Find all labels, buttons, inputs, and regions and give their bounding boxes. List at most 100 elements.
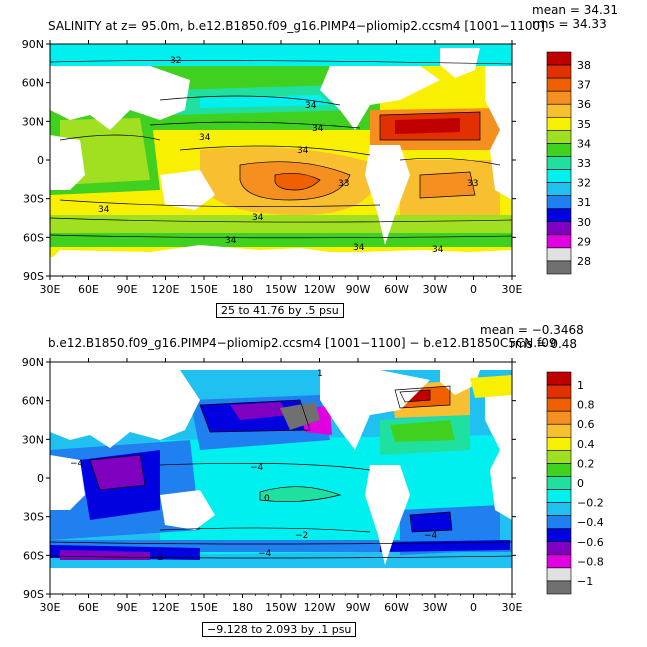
contour-label: 34 (225, 236, 237, 246)
colorbar-swatch (546, 103, 572, 118)
colorbar-label: 1 (577, 379, 584, 392)
contour-label: 34 (199, 133, 211, 143)
lon-label: 150E (190, 601, 218, 614)
colorbar-label: −1 (577, 575, 593, 588)
lon-label: 30E (502, 601, 523, 614)
panel1-range-box: 25 to 41.76 by .5 psu (216, 303, 344, 318)
colorbar-swatch (546, 208, 572, 223)
panel1-colorbar: 38 37 36 35 34 33 32 31 30 29 28 (546, 51, 591, 275)
lat-label: 30N (22, 115, 44, 128)
colorbar-label: 0.6 (577, 418, 595, 431)
lat-label: 30S (23, 193, 44, 206)
colorbar-label: 36 (577, 98, 591, 111)
lon-label: 60W (384, 283, 409, 296)
colorbar-swatch (546, 169, 572, 183)
colorbar-swatch (546, 436, 572, 451)
contour-label: 34 (353, 243, 365, 253)
lat-label: 60S (23, 231, 44, 244)
panel1-title: SALINITY at z= 95.0m, b.e12.B1850.f09_g1… (48, 19, 545, 33)
lon-label: 150W (265, 601, 297, 614)
colorbar-swatch (546, 541, 572, 556)
colorbar-swatch (546, 580, 572, 595)
contour-label: 33 (467, 179, 478, 189)
colorbar-swatch (546, 156, 572, 170)
colorbar-label: 28 (577, 255, 591, 268)
colorbar-label: 29 (577, 235, 591, 248)
panel2-title: b.e12.B1850.f09_g16.PIMP4−pliomip2.ccsm4… (48, 336, 557, 350)
contour-label: 34 (297, 146, 309, 156)
lon-label: 60W (384, 601, 409, 614)
colorbar-swatch (546, 423, 572, 438)
lon-label: 90W (346, 601, 371, 614)
panel2-map: 1 −4 −4 0 −2 −4 −4 −2 90N60N30N030S60S90… (22, 356, 523, 614)
contour-label: 34 (312, 124, 324, 134)
panel1-mean: mean = 34.31 (532, 3, 619, 17)
contour-label: 1 (317, 369, 323, 379)
lon-label: 30E (40, 283, 61, 296)
colorbar-label: −0.2 (577, 497, 604, 510)
lon-label: 120E (152, 601, 180, 614)
colorbar-swatch (546, 450, 572, 464)
colorbar-swatch (546, 384, 572, 399)
lat-label: 90S (23, 270, 44, 283)
colorbar-swatch (546, 221, 572, 236)
colorbar-swatch (546, 567, 572, 582)
panel2-rms: rms = 0.48 (510, 337, 578, 351)
colorbar-swatch (546, 143, 572, 157)
lon-label: 30W (423, 283, 448, 296)
colorbar-swatch (546, 410, 572, 425)
lon-label: 120W (304, 283, 336, 296)
colorbar-label: 31 (577, 196, 591, 209)
colorbar-label: 32 (577, 177, 591, 190)
contour-label: −4 (70, 459, 84, 469)
colorbar-swatch (546, 130, 572, 144)
contour-label: 34 (432, 245, 444, 255)
lon-label: 60E (78, 283, 99, 296)
lon-label: 30E (502, 283, 523, 296)
colorbar-label: 0.8 (577, 399, 595, 412)
contour-label: −4 (250, 463, 264, 473)
contour-label: 32 (170, 56, 181, 66)
colorbar-label: −0.4 (577, 516, 604, 529)
lon-label: 180 (232, 601, 253, 614)
colorbar-swatch (546, 502, 572, 516)
panel2-ocean-field (50, 362, 512, 594)
colorbar-label: 38 (577, 59, 591, 72)
panel2-range-box: −9.128 to 2.093 by .1 psu (202, 622, 357, 637)
colorbar-swatch (546, 554, 572, 569)
colorbar-swatch (546, 247, 572, 262)
lon-label: 180 (232, 283, 253, 296)
lon-label: 150W (265, 283, 297, 296)
panel2-colorbar: 1 0.8 0.6 0.4 0.2 0 −0.2 −0.4 −0.6 −0.8 −1 (546, 371, 604, 595)
colorbar-swatch (546, 195, 572, 210)
colorbar-swatch (546, 371, 572, 386)
panel2-mean: mean = −0.3468 (480, 323, 584, 337)
colorbar-swatch (546, 64, 572, 79)
colorbar-label: 0.4 (577, 438, 595, 451)
colorbar-swatch (546, 90, 572, 105)
lat-label: 0 (37, 154, 44, 167)
lat-label: 60N (22, 395, 44, 408)
contour-label: 34 (98, 205, 110, 215)
colorbar-swatch (546, 182, 572, 196)
colorbar-label: 37 (577, 79, 591, 92)
lat-label: 60N (22, 77, 44, 90)
colorbar-label: −0.8 (577, 555, 604, 568)
contour-label: −4 (258, 549, 272, 559)
colorbar-label: 0 (577, 477, 584, 490)
lat-label: 90N (22, 38, 44, 51)
colorbar-label: −0.6 (577, 536, 604, 549)
lon-label: 90E (117, 601, 138, 614)
lon-label: 90W (346, 283, 371, 296)
lon-label: 60E (78, 601, 99, 614)
colorbar-swatch (546, 528, 572, 543)
colorbar-swatch (546, 515, 572, 530)
colorbar-swatch (546, 260, 572, 275)
contour-label: 0 (264, 494, 270, 504)
contour-label: −2 (295, 531, 308, 541)
lon-label: 0 (470, 601, 477, 614)
lon-label: 150E (190, 283, 218, 296)
lat-label: 30N (22, 433, 44, 446)
